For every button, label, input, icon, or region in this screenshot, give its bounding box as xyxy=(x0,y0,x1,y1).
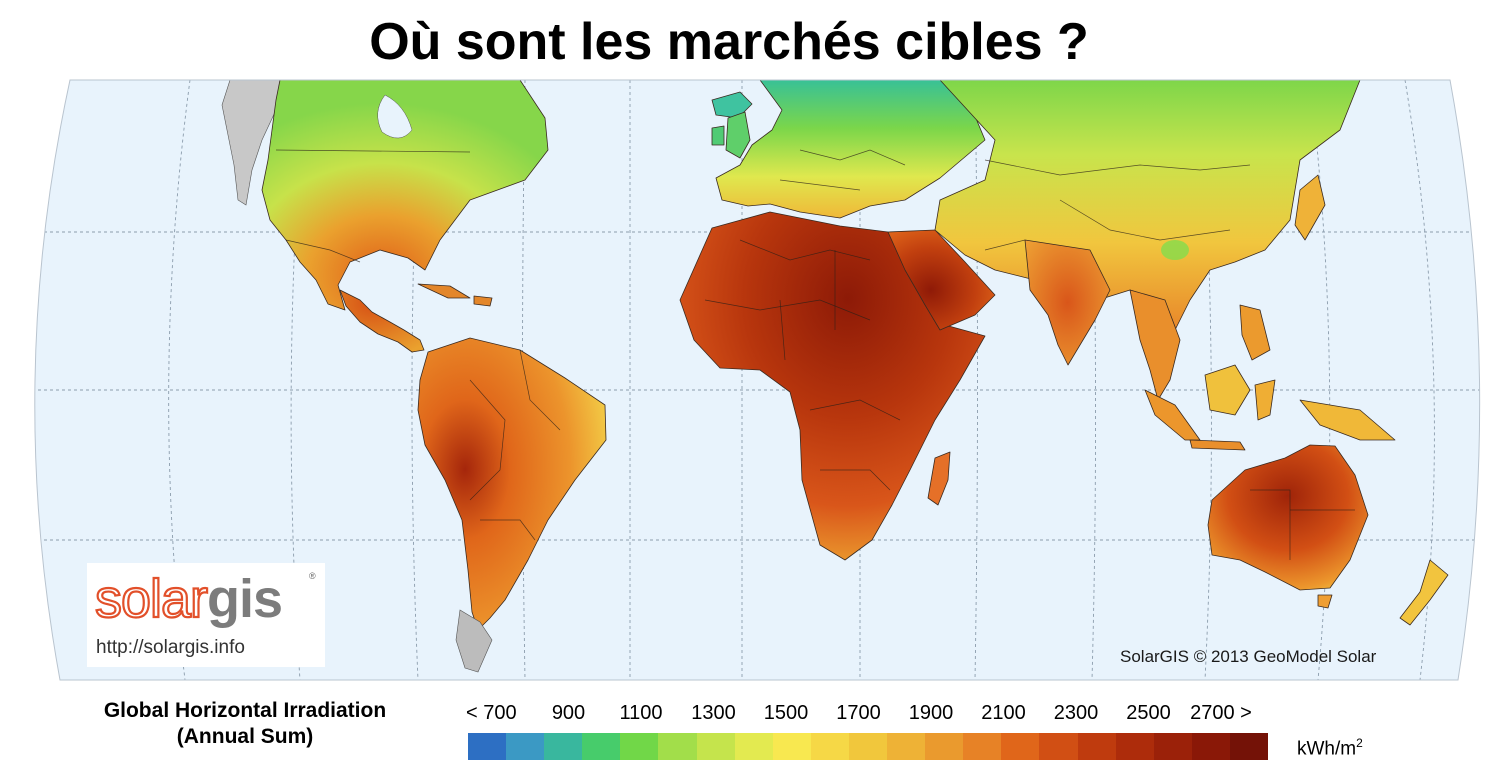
map-copyright: SolarGIS © 2013 GeoModel Solar xyxy=(1120,647,1377,666)
sichuan-basin xyxy=(1161,240,1189,260)
tasmania xyxy=(1317,594,1333,609)
central-america xyxy=(339,289,425,353)
legend-tick-label: 2700 > xyxy=(1190,702,1252,724)
logo-url: http://solargis.info xyxy=(96,637,245,658)
legend-swatch xyxy=(1115,733,1154,760)
legend-unit-base: kWh/m xyxy=(1297,738,1357,760)
legend-swatch xyxy=(848,733,888,760)
legend-tick-label: 2300 xyxy=(1053,702,1099,724)
legend-tick-label: < 700 xyxy=(466,702,517,724)
legend-swatch xyxy=(1153,733,1192,760)
ireland xyxy=(711,125,725,146)
page-title: Où sont les marchés cibles ? xyxy=(369,13,1089,71)
legend-swatch xyxy=(658,733,697,760)
logo-solar-text: solar xyxy=(94,569,209,629)
solargis-logo: solargis ® http://solargis.info xyxy=(87,563,325,667)
tierra-del-fuego xyxy=(455,609,493,673)
legend-swatch xyxy=(810,733,849,760)
great-britain xyxy=(725,111,751,159)
legend-swatch xyxy=(506,733,545,760)
legend-tick-label: 1700 xyxy=(836,702,881,724)
hispaniola xyxy=(473,295,493,307)
legend-tick-label: 1100 xyxy=(619,702,663,724)
java xyxy=(1189,439,1246,451)
legend-swatch xyxy=(696,733,735,760)
legend-swatch xyxy=(620,733,659,760)
legend-swatch xyxy=(925,733,964,760)
legend-title: Global Horizontal Irradiation (Annual Su… xyxy=(60,698,430,750)
legend-tick-label: 1300 xyxy=(691,702,736,724)
legend-swatch xyxy=(1191,733,1230,760)
logo-gis-text: gis xyxy=(207,569,283,629)
legend-swatch xyxy=(1229,733,1268,760)
legend-tick-label: 1900 xyxy=(908,702,954,724)
north-america xyxy=(261,80,549,311)
legend-tick-labels: < 700 900 1100 1300 1500 1700 1900 2100 2300 2500… xyxy=(466,702,1271,728)
country-borders xyxy=(275,149,1355,560)
south-america xyxy=(417,337,607,631)
europe xyxy=(715,80,986,219)
india xyxy=(1024,239,1111,366)
legend-tick-label: 1500 xyxy=(763,702,809,724)
legend-swatch xyxy=(963,733,1002,760)
legend-swatch xyxy=(887,733,926,760)
legend-swatch xyxy=(582,733,621,760)
logo-wordmark: solargis xyxy=(94,569,283,629)
philippines xyxy=(1239,304,1271,361)
legend-color-scale xyxy=(468,733,1268,760)
indochina xyxy=(1129,289,1181,401)
legend-unit: kWh/m2 xyxy=(1297,736,1363,760)
legend-tick-label: 2100 xyxy=(981,702,1026,724)
arabian-peninsula xyxy=(887,229,996,331)
legend-swatch xyxy=(1077,733,1116,760)
legend-swatch xyxy=(1001,733,1040,760)
legend-tick-label: 900 xyxy=(551,702,586,724)
legend-title-line1: Global Horizontal Irradiation xyxy=(103,699,387,722)
legend-title-line2: (Annual Sum) xyxy=(176,725,314,748)
iceland xyxy=(711,91,753,119)
sulawesi xyxy=(1254,379,1276,421)
japan xyxy=(1294,174,1326,241)
legend-unit-exponent: 2 xyxy=(1356,736,1363,750)
legend-swatch xyxy=(1039,733,1078,760)
legend-tick-label: 2500 xyxy=(1126,702,1171,724)
australia xyxy=(1207,444,1369,591)
legend-swatch xyxy=(544,733,583,760)
new-guinea xyxy=(1299,399,1396,441)
legend-swatch xyxy=(468,733,507,760)
new-zealand xyxy=(1399,559,1449,626)
borneo xyxy=(1204,364,1251,416)
madagascar xyxy=(927,451,951,506)
legend-swatch xyxy=(734,733,773,760)
cuba xyxy=(417,283,471,299)
legend-swatch xyxy=(772,733,811,760)
registered-mark-icon: ® xyxy=(309,571,316,581)
map-outline xyxy=(34,79,1481,681)
hudson-bay xyxy=(377,94,413,139)
